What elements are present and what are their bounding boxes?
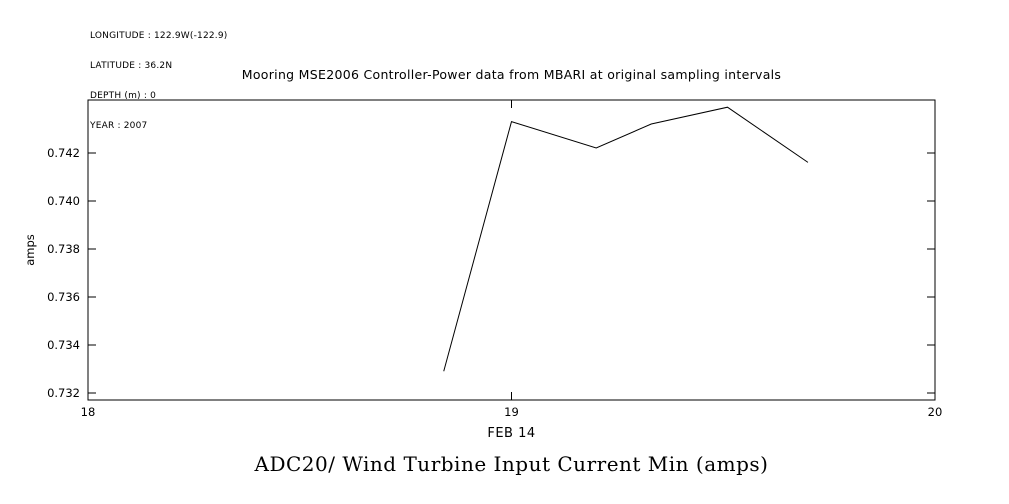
y-tick-label: 0.740 <box>47 193 80 208</box>
metadata-block: LONGITUDE : 122.9W(-122.9) LATITUDE : 36… <box>90 11 228 151</box>
metadata-latitude: LATITUDE : 36.2N <box>90 61 173 71</box>
y-tick-label: 0.742 <box>47 145 80 160</box>
metadata-year: YEAR : 2007 <box>90 121 148 131</box>
metadata-depth: DEPTH (m) : 0 <box>90 91 157 101</box>
metadata-longitude: LONGITUDE : 122.9W(-122.9) <box>90 31 228 41</box>
data-line <box>443 106 809 372</box>
y-tick-label: 0.732 <box>47 385 80 400</box>
x-tick-label: 18 <box>80 405 96 419</box>
figure-title: ADC20/ Wind Turbine Input Current Min (a… <box>254 452 769 476</box>
y-tick-label: 0.736 <box>47 289 80 304</box>
chart-title: Mooring MSE2006 Controller-Power data fr… <box>241 67 782 82</box>
x-tick-label: 20 <box>927 405 943 419</box>
x-axis-label: FEB 14 <box>487 426 536 441</box>
y-tick-label: 0.734 <box>47 337 80 352</box>
y-tick-label: 0.738 <box>47 241 80 256</box>
x-tick-label: 19 <box>504 405 519 419</box>
